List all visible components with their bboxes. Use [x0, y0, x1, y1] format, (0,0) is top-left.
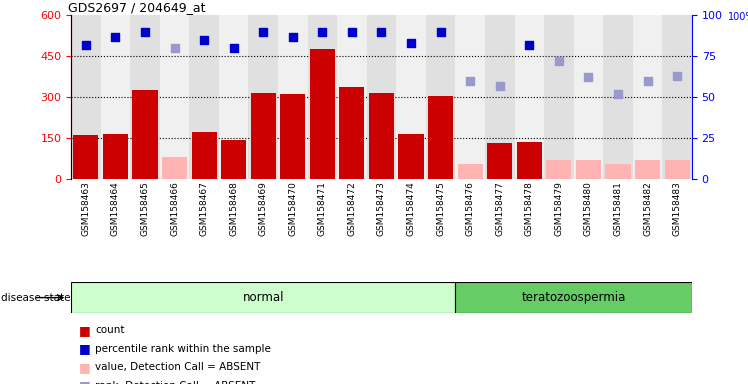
Bar — [574, 15, 603, 179]
Bar — [399, 134, 423, 179]
Bar — [307, 15, 337, 179]
Point — [198, 37, 210, 43]
Point — [139, 29, 151, 35]
Bar — [251, 93, 276, 179]
Text: ■: ■ — [79, 361, 91, 374]
Point — [168, 45, 180, 51]
Bar — [515, 15, 544, 179]
Bar — [662, 15, 692, 179]
Point — [553, 58, 565, 64]
Text: ■: ■ — [79, 324, 91, 337]
Bar — [576, 159, 601, 179]
Bar — [633, 15, 662, 179]
Bar — [280, 94, 305, 179]
Text: count: count — [95, 325, 124, 335]
Bar — [73, 135, 99, 179]
Text: ■: ■ — [79, 342, 91, 355]
Bar — [369, 93, 394, 179]
Text: GDS2697 / 204649_at: GDS2697 / 204649_at — [68, 1, 206, 14]
Bar — [221, 141, 246, 179]
Text: ■: ■ — [79, 379, 91, 384]
Text: normal: normal — [242, 291, 284, 304]
Bar — [664, 159, 690, 179]
Bar — [130, 15, 160, 179]
Bar — [485, 15, 515, 179]
Bar — [102, 134, 128, 179]
Point — [642, 78, 654, 84]
Point — [494, 83, 506, 89]
Bar — [456, 282, 692, 313]
Point — [405, 40, 417, 46]
Text: disease state: disease state — [1, 293, 71, 303]
Bar — [189, 15, 219, 179]
Bar — [71, 282, 456, 313]
Bar — [337, 15, 367, 179]
Point — [227, 45, 239, 51]
Point — [375, 29, 387, 35]
Bar — [219, 15, 248, 179]
Bar — [278, 15, 307, 179]
Point — [257, 29, 269, 35]
Bar — [635, 159, 660, 179]
Text: percentile rank within the sample: percentile rank within the sample — [95, 344, 271, 354]
Bar — [340, 88, 364, 179]
Point — [435, 29, 447, 35]
Text: teratozoospermia: teratozoospermia — [521, 291, 626, 304]
Point — [465, 78, 476, 84]
Point — [671, 73, 683, 79]
Point — [286, 33, 298, 40]
Bar — [603, 15, 633, 179]
Point — [524, 42, 536, 48]
Y-axis label: 100%: 100% — [728, 12, 748, 22]
Bar — [544, 15, 574, 179]
Bar — [367, 15, 396, 179]
Bar — [310, 50, 335, 179]
Bar — [517, 142, 542, 179]
Point — [612, 91, 624, 97]
Point — [109, 33, 121, 40]
Text: rank, Detection Call = ABSENT: rank, Detection Call = ABSENT — [95, 381, 255, 384]
Bar — [396, 15, 426, 179]
Bar — [160, 15, 189, 179]
Bar — [487, 143, 512, 179]
Bar — [191, 132, 217, 179]
Bar — [162, 157, 187, 179]
Bar — [248, 15, 278, 179]
Bar — [132, 90, 158, 179]
Bar — [546, 159, 571, 179]
Text: value, Detection Call = ABSENT: value, Detection Call = ABSENT — [95, 362, 260, 372]
Point — [80, 42, 92, 48]
Bar — [605, 164, 631, 179]
Bar — [458, 164, 482, 179]
Point — [346, 29, 358, 35]
Point — [316, 29, 328, 35]
Bar — [456, 15, 485, 179]
Bar — [101, 15, 130, 179]
Bar — [71, 15, 101, 179]
Point — [583, 74, 595, 81]
Bar — [426, 15, 456, 179]
Bar — [428, 96, 453, 179]
